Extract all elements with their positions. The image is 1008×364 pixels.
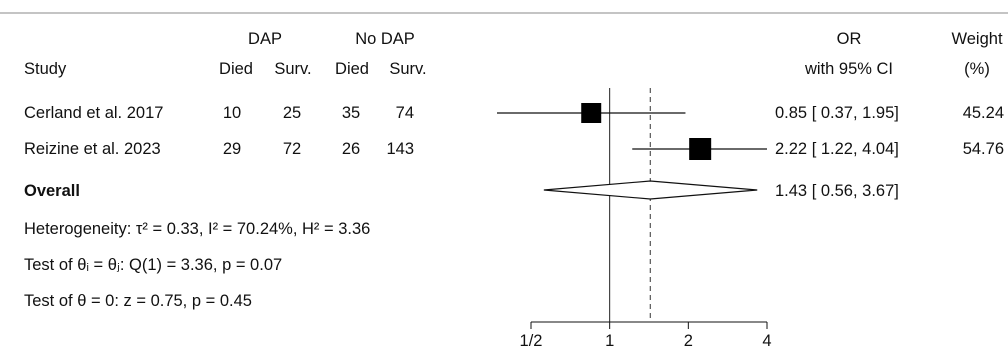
overall-label: Overall bbox=[24, 182, 80, 200]
header-study: Study bbox=[24, 60, 67, 78]
study-name: Cerland et al. 2017 bbox=[24, 104, 163, 122]
nodap-died-value: 26 bbox=[342, 140, 360, 158]
or-ci-text: 2.22 [ 1.22, 4.04] bbox=[775, 140, 899, 158]
dap-died-value: 29 bbox=[223, 140, 241, 158]
study-estimate-square bbox=[581, 103, 602, 123]
nodap-died-value: 35 bbox=[342, 104, 360, 122]
header-nodap: No DAP bbox=[355, 30, 415, 48]
nodap-surv-value: 74 bbox=[396, 104, 414, 122]
header-weight-unit: (%) bbox=[964, 60, 990, 78]
weight-value: 54.76 bbox=[963, 140, 1004, 158]
forest-plot-area: 1/2 1 2 4 bbox=[497, 88, 772, 350]
overall-ci-text: 1.43 [ 0.56, 3.67] bbox=[775, 182, 899, 200]
nodap-surv-value: 143 bbox=[386, 140, 414, 158]
x-axis-tick-label: 2 bbox=[684, 332, 693, 350]
x-axis-tick-label: 4 bbox=[762, 332, 771, 350]
heterogeneity-text: Heterogeneity: τ² = 0.33, I² = 70.24%, H… bbox=[24, 220, 370, 238]
x-axis-tick-label: 1/2 bbox=[520, 332, 543, 350]
header-or-ci: with 95% CI bbox=[804, 60, 893, 78]
header-or: OR bbox=[837, 30, 862, 48]
overall-effect-test-text: Test of θ = 0: z = 0.75, p = 0.45 bbox=[24, 292, 252, 310]
overall-diamond bbox=[543, 180, 758, 200]
header-nodap-surv: Surv. bbox=[389, 60, 426, 78]
or-ci-text: 0.85 [ 0.37, 1.95] bbox=[775, 104, 899, 122]
header-dap-died: Died bbox=[219, 60, 253, 78]
homogeneity-test-text: Test of θᵢ = θⱼ: Q(1) = 3.36, p = 0.07 bbox=[24, 256, 282, 274]
study-estimate-square bbox=[689, 138, 712, 160]
dap-surv-value: 25 bbox=[283, 104, 301, 122]
dap-surv-value: 72 bbox=[283, 140, 301, 158]
dap-died-value: 10 bbox=[223, 104, 241, 122]
study-name: Reizine et al. 2023 bbox=[24, 140, 161, 158]
header-dap-surv: Surv. bbox=[274, 60, 311, 78]
header-weight: Weight bbox=[951, 30, 1002, 48]
header-dap: DAP bbox=[248, 30, 282, 48]
x-axis-tick-label: 1 bbox=[605, 332, 614, 350]
weight-value: 45.24 bbox=[963, 104, 1004, 122]
header-nodap-died: Died bbox=[335, 60, 369, 78]
